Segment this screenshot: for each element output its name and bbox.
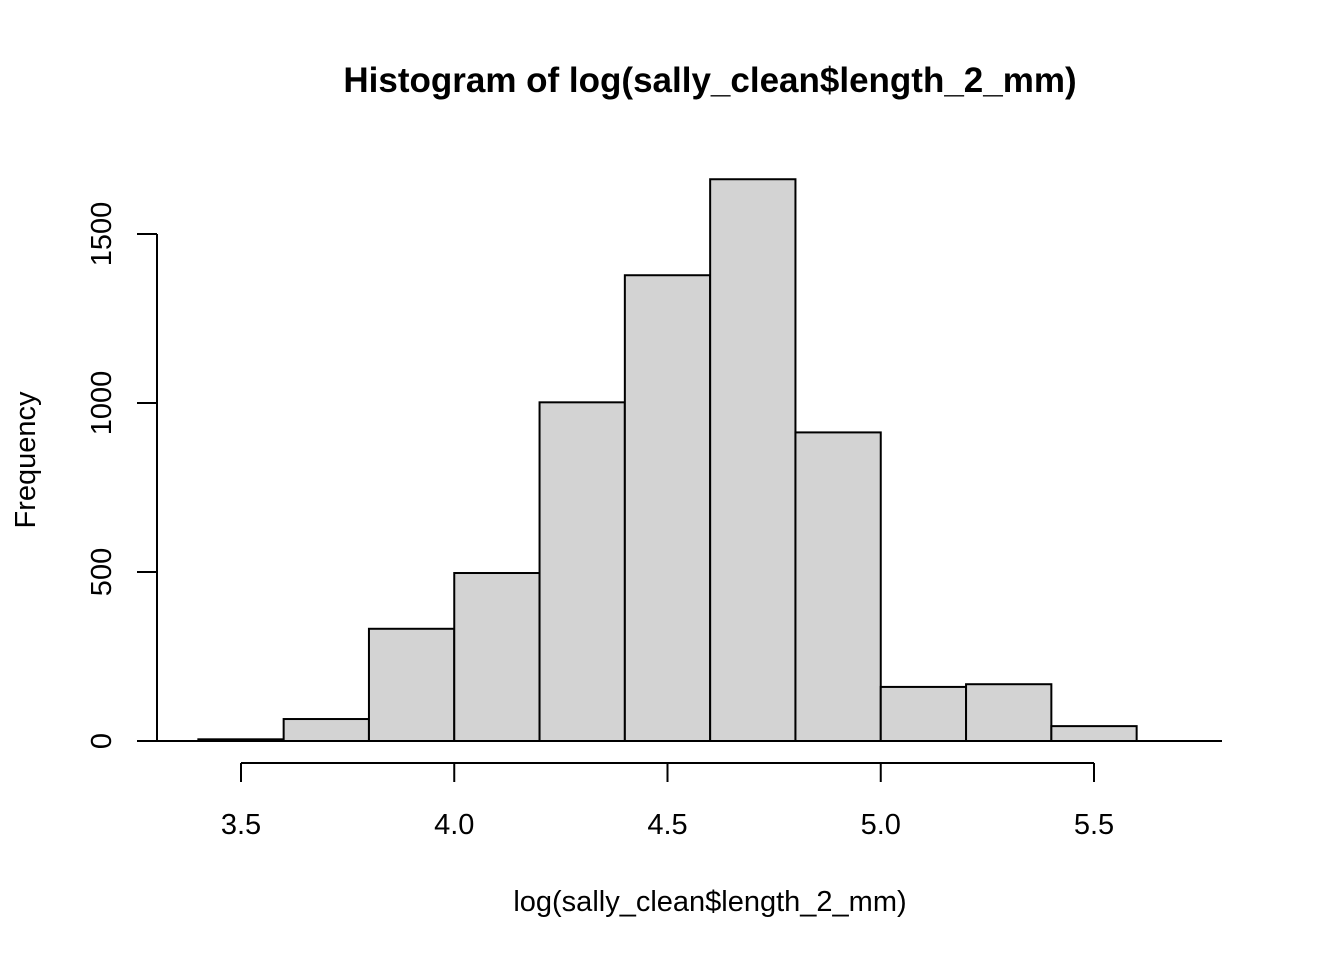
x-tick-label-2: 4.5 <box>647 809 687 841</box>
histogram-bar-9 <box>965 683 1053 743</box>
histogram-bar-2 <box>367 627 456 742</box>
histogram-bar-4 <box>538 401 626 742</box>
histogram-bars <box>197 178 1138 743</box>
y-tick-label-2: 1000 <box>86 371 118 436</box>
y-tick-label-3: 1500 <box>86 202 118 267</box>
x-tick-label-3: 5.0 <box>861 809 901 841</box>
y-axis-label: Frequency <box>10 391 42 529</box>
y-axis: 0 500 1000 1500 <box>86 202 158 749</box>
histogram-bar-8 <box>879 685 968 742</box>
y-tick-label-0: 0 <box>86 733 118 749</box>
histogram-bar-10 <box>1050 725 1138 742</box>
histogram-bar-3 <box>453 572 541 742</box>
x-tick-label-1: 4.0 <box>434 809 474 841</box>
histogram-bar-1 <box>282 718 370 743</box>
histogram-bar-6 <box>709 178 797 742</box>
histogram-bar-7 <box>794 431 882 742</box>
x-tick-label-4: 5.5 <box>1074 809 1114 841</box>
histogram-bar-5 <box>623 274 712 742</box>
chart-title: Histogram of log(sally_clean$length_2_mm… <box>343 61 1076 100</box>
x-axis-label: log(sally_clean$length_2_mm) <box>513 886 906 918</box>
x-axis: 3.5 4.0 4.5 5.0 5.5 <box>221 762 1114 841</box>
x-tick-label-0: 3.5 <box>221 809 261 841</box>
y-tick-label-1: 500 <box>86 548 118 596</box>
